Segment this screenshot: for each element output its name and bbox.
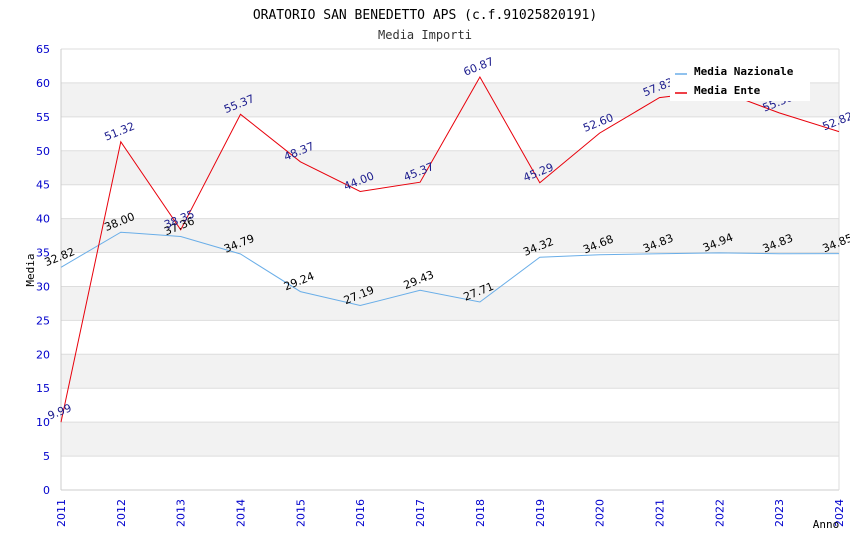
grid-band — [61, 354, 839, 389]
x-tick-label: 2016 — [354, 499, 367, 527]
y-tick-label: 50 — [36, 145, 50, 158]
series-line-media-nazionale — [60, 231, 840, 307]
y-tick-label: 10 — [36, 416, 50, 429]
axes — [60, 49, 840, 491]
x-tick-label: 2014 — [235, 499, 248, 527]
legend: Media Nazionale Media Ente — [670, 61, 810, 101]
x-tick-label: 2023 — [773, 499, 786, 527]
y-tick-label: 40 — [36, 213, 50, 226]
y-tick-label: 25 — [36, 314, 50, 327]
x-tick-label: 2013 — [175, 499, 188, 527]
y-tick-label: 20 — [36, 348, 50, 361]
data-label-media-ente: 9.99 — [46, 401, 74, 422]
x-tick-label: 2019 — [534, 499, 547, 527]
grid-band — [61, 218, 839, 253]
data-label-media-ente: 51.32 — [102, 120, 136, 144]
data-label-media-ente: 60.87 — [462, 55, 496, 79]
grid-band — [61, 286, 839, 321]
legend-label-media-ente: Media Ente — [694, 84, 761, 97]
x-tick-label: 2022 — [713, 499, 726, 527]
y-tick-label: 60 — [36, 77, 50, 90]
chart-subtitle: Media Importi — [378, 28, 472, 42]
x-tick-label: 2017 — [414, 499, 427, 527]
y-tick-label: 0 — [43, 484, 50, 497]
x-tick-label: 2020 — [594, 499, 607, 527]
grid-band — [61, 422, 839, 457]
x-axis-label: Anno — [813, 518, 840, 531]
x-tick-label: 2021 — [653, 499, 666, 527]
y-tick-label: 5 — [43, 450, 50, 463]
x-tick-label: 2024 — [833, 499, 846, 527]
x-tick-label: 2015 — [294, 499, 307, 527]
x-tick-labels: 2011 2012 2013 2014 2015 2016 2017 2018 2019 2020… — [55, 499, 846, 527]
y-tick-label: 35 — [36, 247, 50, 260]
chart-title: ORATORIO SAN BENEDETTO APS (c.f.91025820… — [253, 8, 597, 23]
y-axis-label: Media — [24, 253, 37, 286]
legend-box — [670, 61, 810, 101]
y-tick-label: 45 — [36, 179, 50, 192]
y-tick-label: 30 — [36, 280, 50, 293]
y-tick-label: 15 — [36, 382, 50, 395]
legend-label-media-nazionale: Media Nazionale — [694, 65, 794, 78]
x-tick-label: 2018 — [474, 499, 487, 527]
y-tick-label: 55 — [36, 111, 50, 124]
y-tick-label: 65 — [36, 43, 50, 56]
grid-band — [61, 150, 839, 185]
x-tick-label: 2012 — [115, 499, 128, 527]
grid-bands — [61, 82, 839, 457]
y-tick-labels: 0 5 10 15 20 25 30 35 40 45 50 55 60 65 — [36, 43, 50, 497]
x-tick-label: 2011 — [55, 499, 68, 527]
